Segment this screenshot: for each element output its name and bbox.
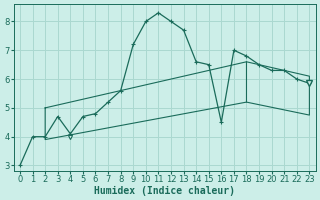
X-axis label: Humidex (Indice chaleur): Humidex (Indice chaleur) [94, 186, 235, 196]
